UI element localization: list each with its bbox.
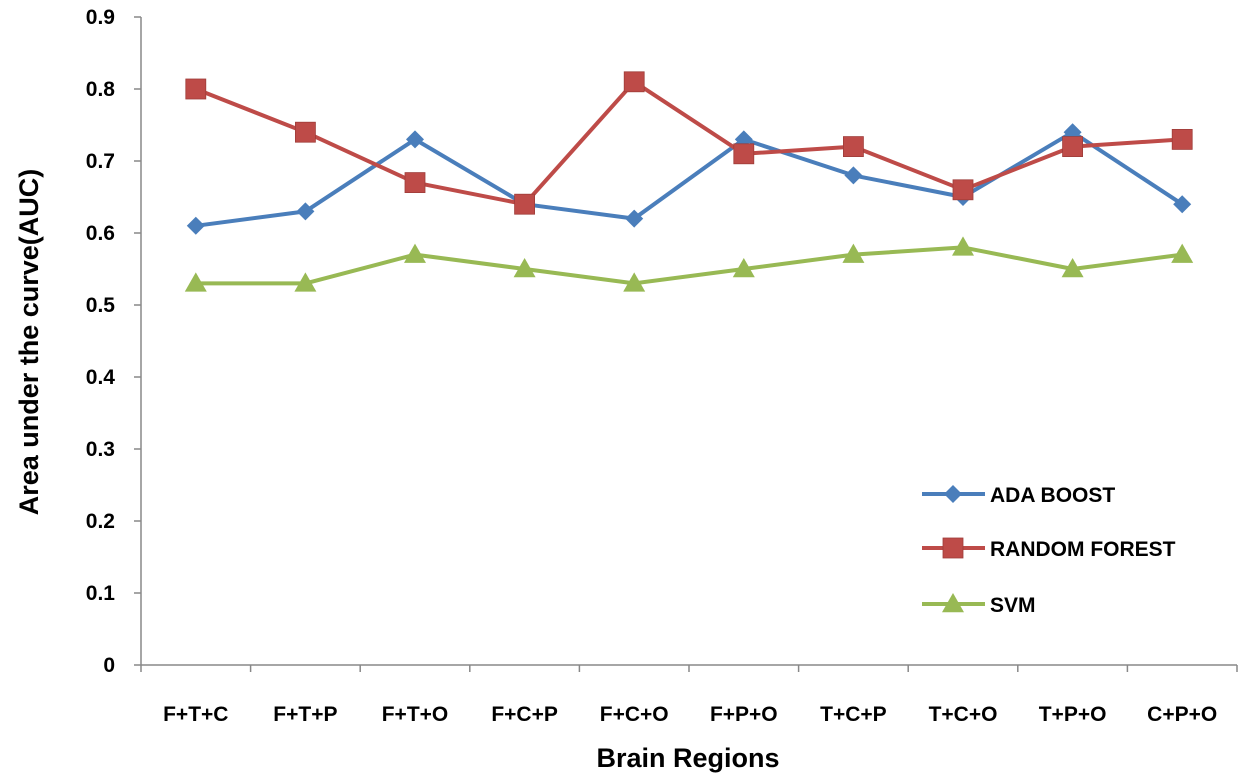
x-tick-label: F+T+O: [382, 703, 449, 726]
data-point-ada-boost: [406, 130, 424, 149]
legend-item-ada-boost: ADA BOOST: [922, 484, 1115, 507]
series-layer: [184, 71, 1194, 292]
legend-label: SVM: [990, 594, 1036, 617]
y-tick-label: 0: [103, 654, 115, 677]
y-tick-label: 0.4: [86, 366, 116, 389]
y-tick-label: 0.3: [86, 438, 115, 461]
data-point-ada-boost: [625, 209, 644, 228]
data-point-svm: [294, 272, 317, 292]
data-point-random-forest: [952, 179, 974, 201]
data-point-random-forest: [514, 193, 535, 215]
series-line-svm: [195, 245, 1183, 286]
data-point-ada-boost: [844, 166, 863, 185]
data-point-ada-boost: [1173, 195, 1192, 214]
data-point-ada-boost: [186, 216, 205, 235]
legend-item-svm: SVM: [922, 593, 1036, 617]
data-point-random-forest: [404, 172, 426, 194]
data-point-svm: [842, 243, 865, 263]
y-axis-title: Area under the curve(AUC): [14, 169, 44, 516]
legend-swatch-marker: [944, 485, 962, 503]
data-point-svm: [513, 258, 536, 278]
x-tick-label: F+P+O: [710, 703, 778, 726]
y-axis-ticks: 0 0.1 0.2 0.3 0.4 0.5 0.6 0.7 0.8 0.9: [86, 6, 141, 677]
legend-swatch-marker: [942, 537, 964, 559]
data-point-random-forest: [294, 121, 316, 143]
y-tick-label: 0.7: [86, 150, 115, 173]
series-svm: [184, 236, 1194, 292]
data-point-svm: [1171, 243, 1194, 263]
x-tick-label: F+T+P: [273, 703, 337, 726]
y-tick-label: 0.5: [86, 294, 116, 317]
y-tick-label: 0.1: [86, 582, 116, 605]
data-point-svm: [184, 272, 207, 292]
data-point-svm: [623, 272, 646, 292]
data-point-svm: [952, 236, 974, 256]
x-tick-label: T+P+O: [1039, 703, 1107, 726]
data-point-svm: [404, 243, 426, 263]
x-tick-label: C+P+O: [1147, 703, 1217, 726]
x-tick-label: T+C+O: [929, 703, 998, 726]
data-point-random-forest: [185, 78, 207, 100]
legend-item-random-forest: RANDOM FOREST: [922, 537, 1176, 561]
x-tick-label: T+C+P: [820, 703, 887, 726]
legend-label: RANDOM FOREST: [990, 538, 1176, 561]
x-tick-label: F+T+C: [163, 703, 228, 726]
y-tick-label: 0.2: [86, 510, 115, 533]
data-point-random-forest: [623, 71, 645, 93]
y-tick-label: 0.6: [86, 222, 115, 245]
data-point-random-forest: [733, 143, 755, 165]
series-line-random-forest: [195, 79, 1183, 207]
series-random-forest: [185, 71, 1193, 215]
series-line-ada-boost: [195, 130, 1184, 228]
legend-label: ADA BOOST: [990, 484, 1115, 507]
data-point-svm: [1061, 258, 1084, 278]
data-point-random-forest: [1062, 136, 1083, 158]
y-tick-label: 0.9: [86, 6, 115, 29]
data-point-random-forest: [1171, 128, 1193, 150]
data-point-random-forest: [843, 136, 864, 158]
x-axis-ticks: F+T+C F+T+P F+T+O F+C+P F+C+O F+P+O T+C+P T+C+O…: [140, 665, 1238, 726]
legend: ADA BOOST RANDOM FOREST SVM: [922, 484, 1176, 617]
legend-swatch-marker: [942, 593, 964, 613]
x-tick-label: F+C+P: [491, 703, 558, 726]
data-point-svm: [732, 258, 755, 278]
x-tick-label: F+C+O: [600, 703, 669, 726]
axes: [140, 17, 1237, 666]
data-point-ada-boost: [296, 202, 315, 221]
series-ada-boost: [186, 123, 1192, 235]
y-tick-label: 0.8: [86, 78, 116, 101]
x-axis-title: Brain Regions: [596, 743, 779, 773]
